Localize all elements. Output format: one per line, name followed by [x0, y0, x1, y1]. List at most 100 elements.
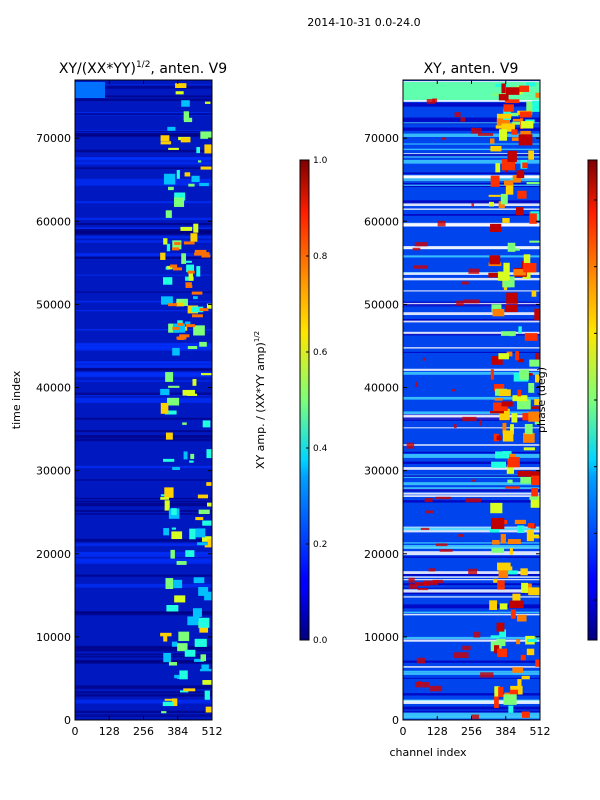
panel1-stripe — [75, 552, 212, 555]
panel2-band-cell — [490, 410, 504, 414]
panel1-xtick-label: 0 — [72, 725, 79, 738]
panel2-stripe — [403, 333, 540, 336]
panel1-band-cell — [202, 420, 211, 428]
panel1-band-cell — [204, 591, 212, 601]
panel1-band-cell — [177, 320, 183, 324]
panel1-title: XY/(XX*YY)1/2, anten. V9 — [59, 60, 227, 77]
panel1-hot-cell — [185, 284, 193, 288]
panel1-stripe — [75, 346, 212, 351]
panel2-stripe — [403, 527, 540, 531]
panel1-band-cell — [195, 517, 204, 521]
panel2-band-cell — [491, 461, 507, 468]
panel1-band-cell — [206, 482, 212, 486]
panel1-stripe — [75, 583, 212, 588]
panel2-band-cell — [489, 255, 501, 265]
panel2-stripe — [403, 184, 540, 186]
panel1-stripe — [75, 691, 212, 694]
panel1-band-cell — [164, 500, 170, 511]
panel2-title: XY, anten. V9 — [424, 61, 519, 77]
panel2-band-cell — [496, 113, 512, 119]
panel1-band-cell — [164, 698, 174, 701]
panel2-band-cell — [495, 163, 501, 173]
panel2-band-cell — [531, 488, 539, 500]
panel2-red-speck — [471, 714, 480, 720]
panel1-band-cell — [195, 528, 206, 538]
panel2-band-cell — [502, 276, 515, 288]
panel1-band-cell — [174, 197, 185, 207]
panel1-band-cell — [166, 604, 179, 612]
panel2-band-cell — [507, 539, 521, 545]
panel1-band-cell — [161, 711, 167, 714]
panel2-red-speck — [441, 137, 447, 140]
panel1-band-cell — [193, 325, 205, 336]
panel1-stripe — [75, 113, 212, 116]
panel1-hot-cell — [183, 241, 195, 245]
panel1-band-cell — [160, 141, 172, 145]
colorbar1-tick-label: 0.0 — [313, 636, 328, 646]
panel2-band-cell — [516, 639, 521, 645]
panel2-stripe — [403, 255, 540, 258]
panel1-band-cell — [164, 410, 177, 415]
panel1-band-cell — [160, 402, 169, 414]
panel2-stripe — [403, 302, 540, 306]
panel2-band-cell — [507, 150, 517, 162]
panel1-band-cell — [201, 373, 212, 376]
panel2-band-cell — [520, 121, 534, 129]
panel1-y-axis: 0 10000 20000 30000 40000 50000 60000 70000 — [36, 132, 212, 727]
panel1-stripe — [75, 300, 212, 303]
panel2-stripe — [403, 488, 540, 492]
panel1-band-cell — [202, 520, 212, 526]
panel1-band-cell — [184, 172, 191, 177]
panel1-band-cell — [176, 298, 188, 306]
panel2-stripe — [403, 444, 540, 446]
panel2-band-cell — [526, 471, 540, 477]
panel1-hot-cell — [191, 291, 203, 295]
panel2-band-cell — [503, 570, 518, 575]
panel1-band-cell — [183, 111, 190, 121]
panel2-band-cell — [521, 675, 530, 680]
panel2-band-cell — [488, 201, 494, 207]
panel2-band-cell — [519, 85, 530, 92]
panel2-xtick-label: 512 — [530, 725, 551, 738]
panel1-band-cell — [163, 652, 171, 663]
panel1-band-cell — [163, 528, 169, 536]
panel2-stripe — [403, 277, 540, 281]
panel2-xtick-label: 0 — [400, 725, 407, 738]
panel2-band-cell — [515, 351, 520, 361]
panel2-bright-band — [488, 82, 540, 718]
panel1-hot-cell — [199, 308, 209, 312]
panel2-red-speck — [463, 299, 480, 304]
panel2-band-cell — [501, 83, 506, 95]
panel2-band-cell — [488, 194, 501, 197]
panel2-red-speck — [462, 416, 477, 422]
panel1-band-cell — [172, 347, 180, 356]
panel1-stripe — [75, 85, 212, 89]
panel2-band-cell — [516, 170, 525, 179]
panel2-band-cell — [516, 614, 527, 622]
panel1-stripe — [75, 611, 212, 616]
panel2-band-cell — [517, 679, 522, 689]
panel2-band-cell — [510, 609, 516, 619]
panel2-band-cell — [495, 125, 510, 129]
panel2-band-cell — [535, 92, 540, 98]
panel2-band-cell — [521, 582, 529, 593]
panel1-stripe — [75, 500, 212, 502]
panel2-red-speck — [460, 117, 466, 122]
panel2-band-cell — [489, 528, 500, 533]
panel2-band-cell — [511, 413, 518, 423]
panel2-ytick-label: 20000 — [364, 548, 399, 561]
panel2-band-cell — [517, 470, 531, 477]
panel2-band-cell — [527, 638, 537, 643]
panel1-band-cell — [180, 690, 189, 693]
panel1-band-cell — [184, 649, 196, 657]
panel1-stripe — [75, 430, 212, 433]
panel1-band-cell — [160, 252, 166, 260]
panel2-red-speck — [415, 381, 418, 388]
panel2-band-cell — [517, 389, 522, 397]
panel1-stripe — [75, 509, 212, 512]
panel2-xtick-label: 128 — [427, 725, 448, 738]
panel1-band-cell — [206, 303, 212, 309]
panel2-band-cell — [527, 523, 535, 528]
panel1-band-cell — [189, 460, 194, 463]
panel2-red-speck — [472, 127, 475, 132]
